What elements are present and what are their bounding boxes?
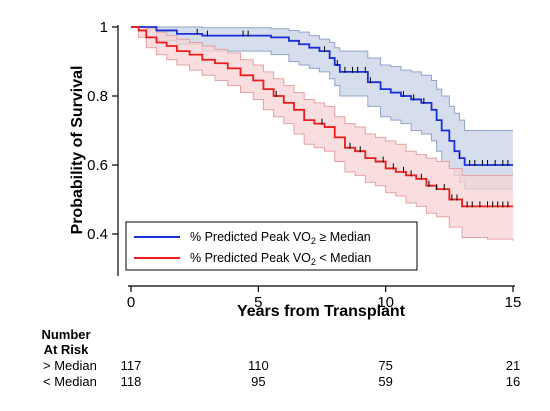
risk-value-high: 117 [121,358,142,373]
risk-value-low: 59 [378,374,392,389]
confidence-bands [131,26,514,241]
y-tick-label: 1 [100,19,108,36]
risk-title-line1: Number [41,327,90,342]
risk-value-high: 110 [248,358,269,373]
risk-value-low: 16 [506,374,520,389]
risk-value-high: 21 [506,358,520,373]
survival-line-low [131,26,513,208]
ci-band-high [131,27,513,190]
x-tick-label: 5 [254,294,262,311]
y-tick-label: 0.6 [87,157,108,174]
x-tick-label: 10 [377,294,394,311]
survival-line-high [131,26,513,166]
risk-row-label-low: < Median [43,374,97,389]
x-ticks: 0 5 10 15 [127,286,522,311]
legend: % Predicted Peak VO2 ≥ Median % Predicte… [125,221,418,271]
ci-upper-low [131,26,513,176]
ci-lower-low [131,26,514,241]
y-axis-label: Probability of Survival [69,66,86,235]
legend-label-high: % Predicted Peak VO2 ≥ Median [190,230,371,246]
risk-value-low: 118 [121,374,142,389]
legend-label-low: % Predicted Peak VO2 < Median [190,251,371,267]
risk-title-line2: At Risk [44,342,90,357]
censor-marks [196,28,509,208]
y-tick-label: 0.4 [87,226,108,243]
legend-box [125,221,418,271]
y-ticks: 0.4 0.6 0.8 1 [87,19,118,243]
risk-value-high: 75 [378,358,392,373]
x-axis-label: Years from Transplant [237,303,406,320]
ci-upper-high [131,26,513,131]
risk-values: 117 110 75 21 118 95 59 16 [121,358,521,389]
risk-row-label-high: > Median [43,358,97,373]
risk-value-low: 95 [251,374,265,389]
y-tick-label: 0.8 [87,88,108,105]
x-tick-label: 15 [505,294,522,311]
x-tick-label: 0 [127,294,135,311]
risk-table: Number At Risk > Median < Median 117 110 7… [41,327,520,389]
survival-curves [131,26,513,208]
